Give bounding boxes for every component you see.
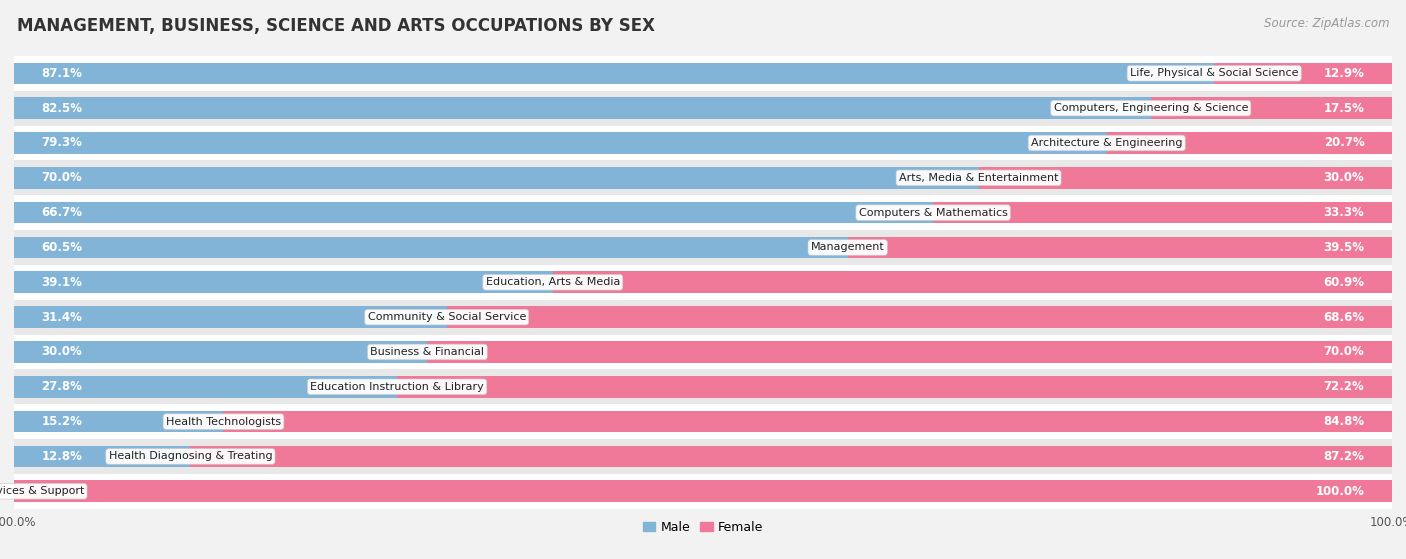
Text: 30.0%: 30.0%	[42, 345, 83, 358]
Text: 60.9%: 60.9%	[1323, 276, 1364, 289]
Bar	[848, 236, 1392, 258]
Text: 60.5%: 60.5%	[42, 241, 83, 254]
Bar	[14, 369, 1392, 404]
Text: 17.5%: 17.5%	[1323, 102, 1364, 115]
Bar	[14, 56, 1392, 91]
Text: 66.7%: 66.7%	[42, 206, 83, 219]
Bar	[934, 202, 1392, 224]
Text: 79.3%: 79.3%	[42, 136, 83, 149]
Bar	[14, 404, 1392, 439]
Text: Life, Physical & Social Science: Life, Physical & Social Science	[1130, 68, 1299, 78]
Text: 39.5%: 39.5%	[1323, 241, 1364, 254]
Text: 84.8%: 84.8%	[1323, 415, 1364, 428]
Bar	[396, 376, 1392, 397]
Bar	[14, 97, 1152, 119]
Text: 70.0%: 70.0%	[42, 171, 83, 184]
Bar	[14, 230, 1392, 265]
Legend: Male, Female: Male, Female	[638, 515, 768, 539]
Bar	[14, 446, 190, 467]
Bar	[14, 132, 1107, 154]
Text: 31.4%: 31.4%	[42, 311, 83, 324]
Bar	[14, 265, 1392, 300]
Text: Education, Arts & Media: Education, Arts & Media	[485, 277, 620, 287]
Bar	[14, 376, 396, 397]
Text: Computers, Engineering & Science: Computers, Engineering & Science	[1053, 103, 1249, 113]
Bar	[14, 411, 224, 433]
Text: Business & Financial: Business & Financial	[370, 347, 485, 357]
Bar	[1152, 97, 1392, 119]
Text: Legal Services & Support: Legal Services & Support	[0, 486, 84, 496]
Text: Management: Management	[811, 243, 884, 253]
Bar	[14, 481, 1392, 502]
Text: Health Diagnosing & Treating: Health Diagnosing & Treating	[108, 452, 273, 461]
Bar	[427, 341, 1392, 363]
Text: 87.1%: 87.1%	[42, 67, 83, 80]
Text: 12.9%: 12.9%	[1323, 67, 1364, 80]
Text: 27.8%: 27.8%	[42, 380, 83, 394]
Bar	[1215, 63, 1392, 84]
Bar	[224, 411, 1392, 433]
Bar	[14, 167, 979, 188]
Text: 20.7%: 20.7%	[1323, 136, 1364, 149]
Bar	[447, 306, 1392, 328]
Text: Arts, Media & Entertainment: Arts, Media & Entertainment	[898, 173, 1059, 183]
Bar	[553, 272, 1392, 293]
Text: 82.5%: 82.5%	[42, 102, 83, 115]
Bar	[14, 300, 1392, 334]
Bar	[14, 195, 1392, 230]
Text: Source: ZipAtlas.com: Source: ZipAtlas.com	[1264, 17, 1389, 30]
Bar	[14, 474, 1392, 509]
Text: 70.0%: 70.0%	[1323, 345, 1364, 358]
Bar	[14, 160, 1392, 195]
Bar	[1107, 132, 1392, 154]
Text: Computers & Mathematics: Computers & Mathematics	[859, 207, 1008, 217]
Text: 15.2%: 15.2%	[42, 415, 83, 428]
Text: 39.1%: 39.1%	[42, 276, 83, 289]
Bar	[14, 334, 1392, 369]
Text: 33.3%: 33.3%	[1323, 206, 1364, 219]
Bar	[14, 272, 553, 293]
Text: Health Technologists: Health Technologists	[166, 416, 281, 427]
Text: MANAGEMENT, BUSINESS, SCIENCE AND ARTS OCCUPATIONS BY SEX: MANAGEMENT, BUSINESS, SCIENCE AND ARTS O…	[17, 17, 655, 35]
Text: 87.2%: 87.2%	[1323, 450, 1364, 463]
Text: Education Instruction & Library: Education Instruction & Library	[311, 382, 484, 392]
Bar	[14, 341, 427, 363]
Text: 30.0%: 30.0%	[1323, 171, 1364, 184]
Bar	[14, 63, 1215, 84]
Bar	[14, 91, 1392, 126]
Bar	[14, 306, 447, 328]
Bar	[14, 202, 934, 224]
Text: Community & Social Service: Community & Social Service	[367, 312, 526, 322]
Text: 12.8%: 12.8%	[42, 450, 83, 463]
Text: 100.0%: 100.0%	[1316, 485, 1364, 498]
Bar	[190, 446, 1392, 467]
Text: 68.6%: 68.6%	[1323, 311, 1364, 324]
Bar	[14, 439, 1392, 474]
Text: 72.2%: 72.2%	[1323, 380, 1364, 394]
Bar	[979, 167, 1392, 188]
Text: Architecture & Engineering: Architecture & Engineering	[1031, 138, 1182, 148]
Bar	[14, 126, 1392, 160]
Bar	[14, 236, 848, 258]
